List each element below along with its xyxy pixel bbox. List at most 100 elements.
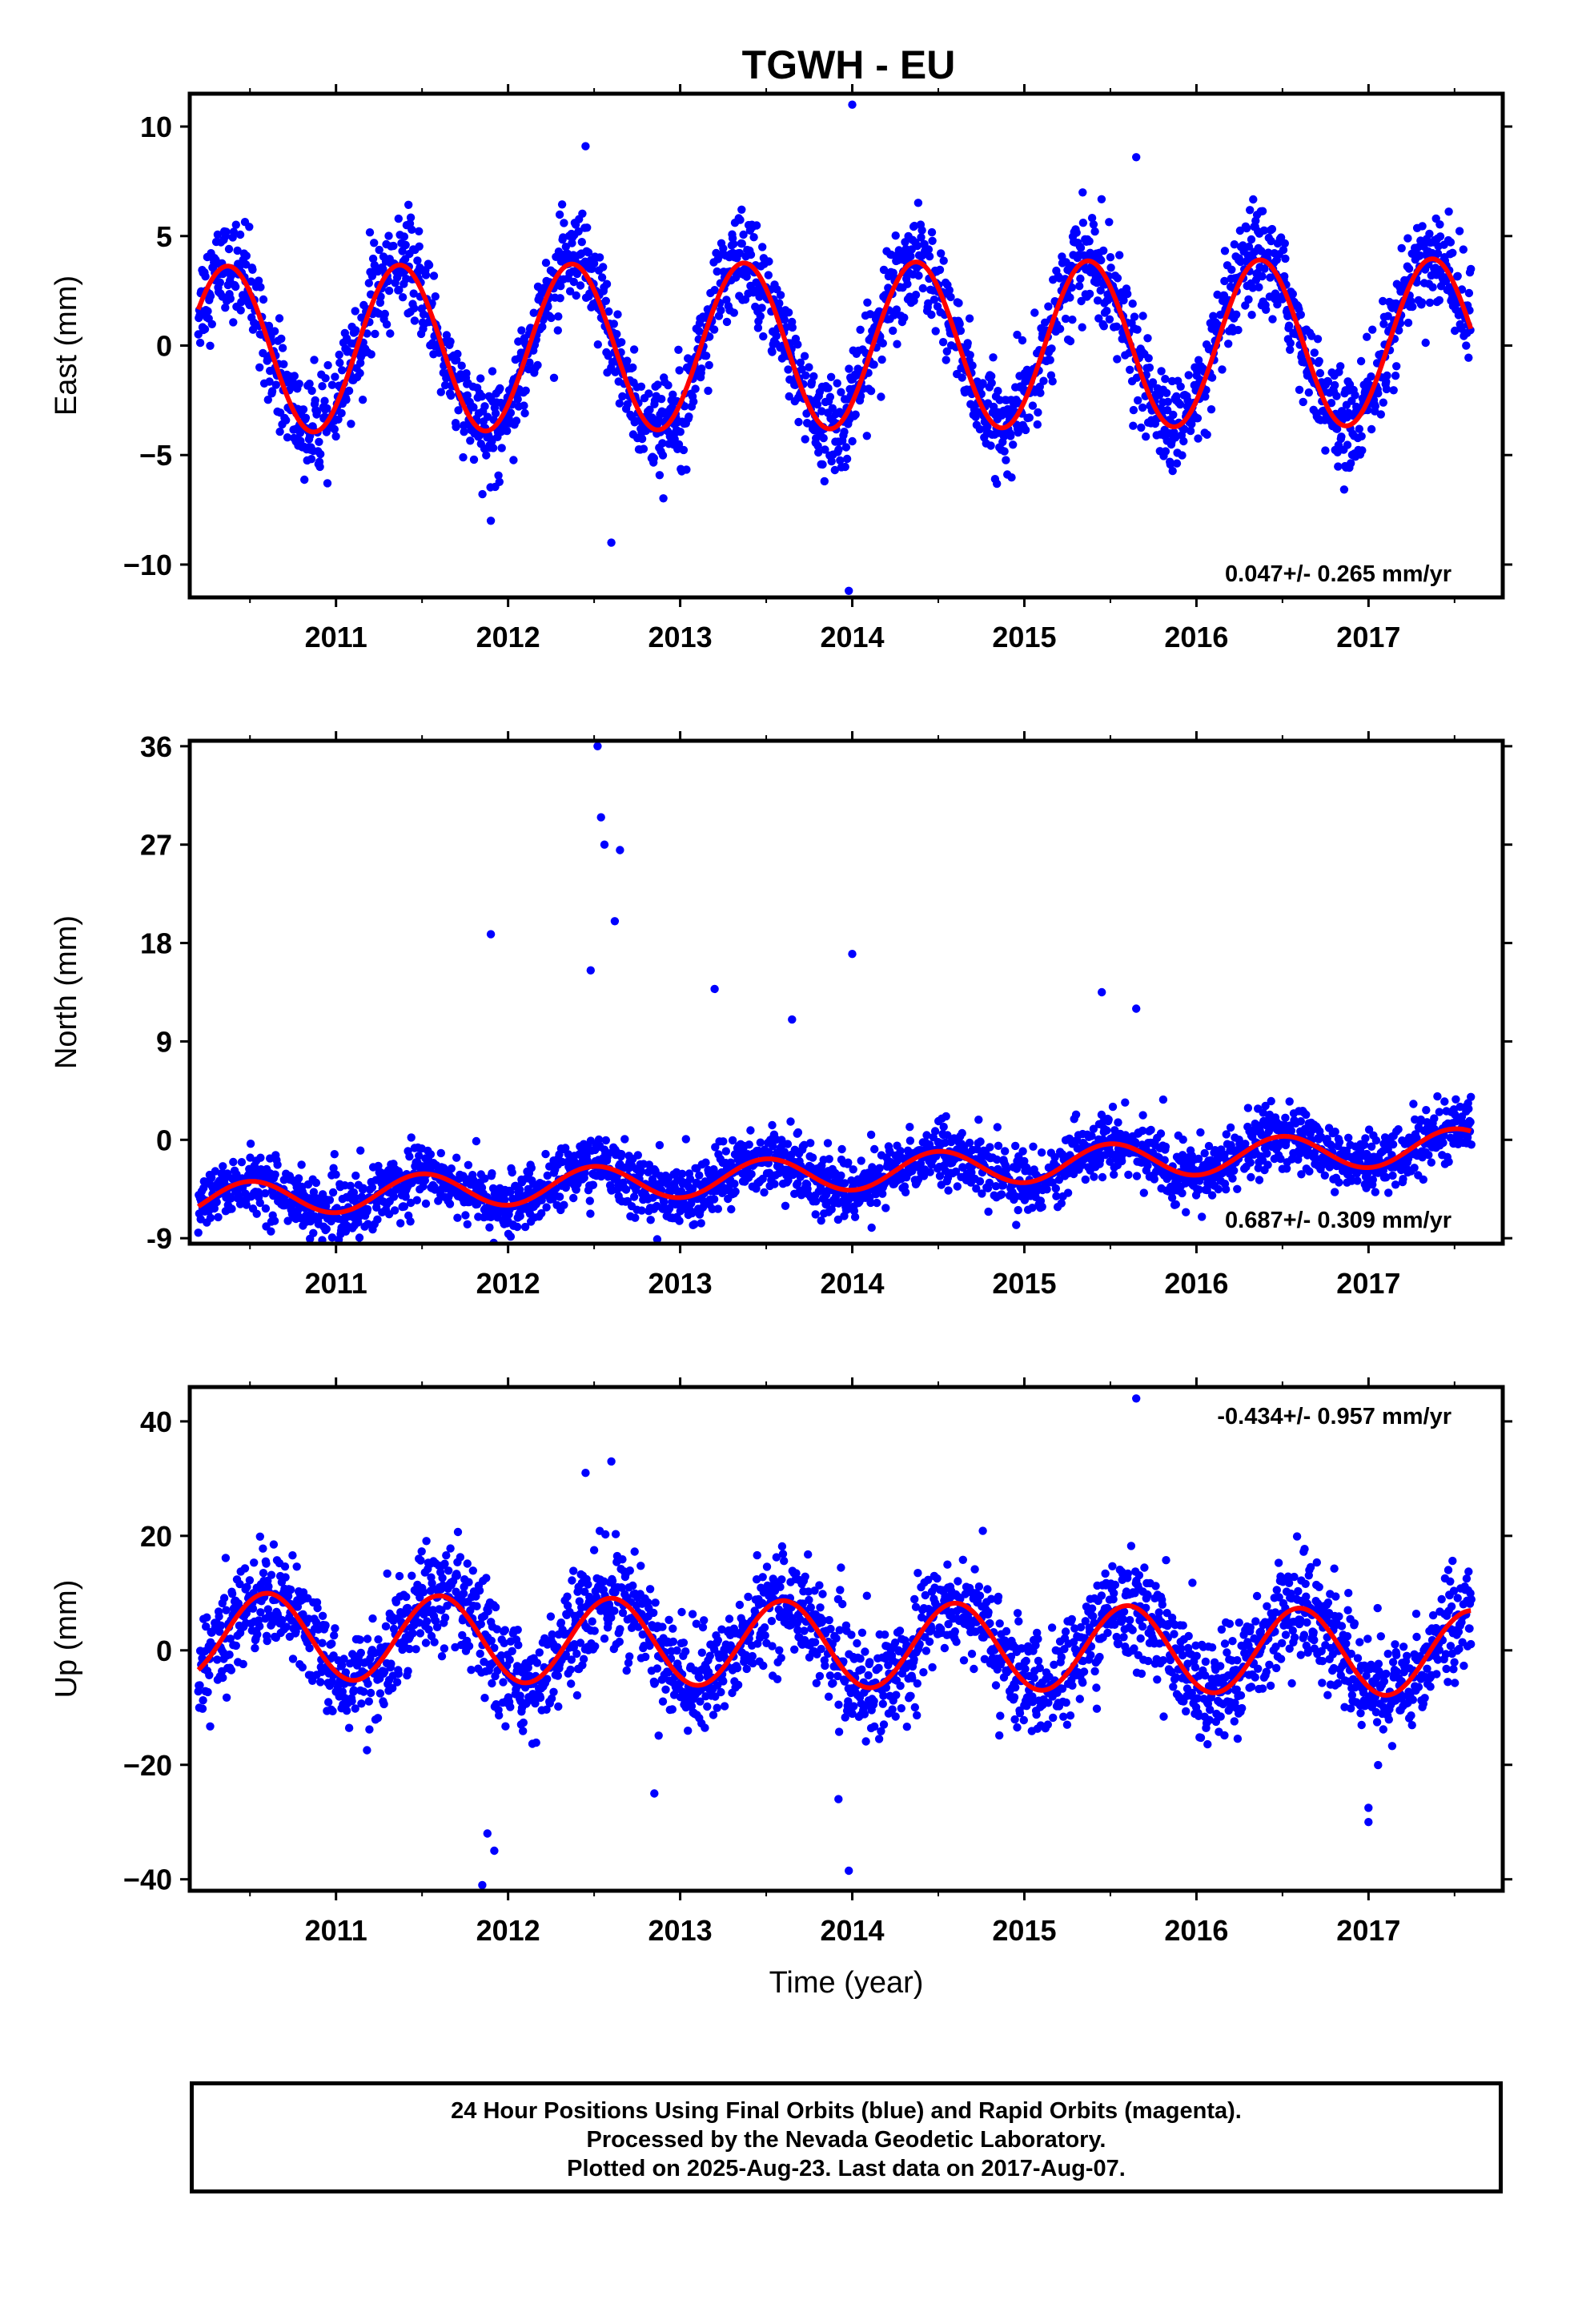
data-point (1130, 312, 1139, 321)
data-point (878, 339, 888, 348)
data-point (1362, 1184, 1371, 1192)
data-point (1161, 375, 1170, 384)
data-point (312, 408, 322, 416)
data-point (997, 1190, 1006, 1199)
data-point (797, 365, 806, 374)
data-point (1353, 1176, 1362, 1185)
data-point (1273, 300, 1282, 309)
data-point (821, 445, 829, 454)
data-point (331, 1170, 340, 1179)
data-point (965, 314, 974, 323)
data-point (826, 372, 836, 381)
data-point (1224, 340, 1233, 348)
data-point (533, 360, 542, 370)
data-point (993, 1123, 1002, 1132)
data-point (946, 292, 955, 302)
data-point (1078, 219, 1088, 227)
data-point (1267, 224, 1277, 234)
data-point (1058, 252, 1066, 261)
data-point (1046, 356, 1054, 364)
data-point (1097, 195, 1106, 203)
data-point (529, 308, 538, 317)
data-point (543, 1171, 552, 1180)
data-point (256, 283, 265, 292)
data-point (283, 433, 292, 442)
data-point-outlier (607, 538, 616, 547)
data-point (973, 1144, 982, 1154)
data-point (729, 308, 738, 317)
data-point (1258, 207, 1267, 215)
data-point (1178, 1135, 1187, 1144)
data-point (424, 260, 434, 270)
data-point (351, 1171, 360, 1180)
data-point (574, 227, 583, 236)
data-point (1467, 264, 1476, 274)
data-point (569, 277, 578, 287)
data-point (1410, 1164, 1419, 1172)
data-point (517, 326, 526, 335)
data-point (225, 1651, 234, 1659)
data-point (508, 1168, 516, 1177)
data-point (1220, 276, 1229, 286)
data-point (401, 240, 410, 250)
data-point (851, 410, 860, 419)
data-point-outlier (486, 517, 496, 525)
data-point (599, 263, 608, 271)
data-point (457, 361, 466, 370)
data-point (500, 1195, 509, 1204)
data-point (690, 1220, 699, 1228)
data-point (660, 1197, 669, 1207)
data-point (224, 244, 234, 254)
data-point (311, 1178, 321, 1188)
data-point (942, 1112, 950, 1121)
data-point (655, 471, 665, 480)
data-point (497, 444, 506, 452)
data-point (956, 326, 966, 336)
data-point (943, 1131, 952, 1140)
data-point (295, 380, 303, 388)
data-point (830, 465, 840, 475)
data-point (216, 1621, 226, 1630)
data-point (621, 1185, 631, 1194)
data-point (705, 332, 714, 341)
data-point (1422, 1106, 1431, 1115)
data-point (384, 286, 394, 296)
data-point (1067, 283, 1077, 292)
data-point (421, 271, 431, 279)
data-point (1163, 397, 1173, 406)
data-point (746, 250, 756, 259)
data-point (560, 219, 568, 227)
data-point (1455, 227, 1464, 235)
data-point (987, 372, 996, 380)
data-point (968, 361, 977, 370)
data-point (604, 1149, 613, 1158)
data-point (212, 1197, 221, 1207)
data-point (958, 1163, 968, 1172)
data-point (376, 292, 385, 301)
data-point (583, 223, 592, 232)
data-point (1063, 1188, 1073, 1197)
fit-curve (195, 256, 1474, 435)
data-point (1382, 1173, 1391, 1182)
data-point (924, 299, 933, 308)
data-point (623, 400, 632, 408)
data-point (697, 1219, 705, 1228)
data-point (878, 1189, 887, 1198)
data-point (653, 380, 662, 389)
x-tick-label: 2014 (820, 621, 884, 653)
data-point (746, 1126, 755, 1135)
data-point (1194, 434, 1203, 443)
data-point (294, 1174, 303, 1183)
data-point (721, 1147, 730, 1156)
data-point (905, 1136, 915, 1145)
data-point (206, 1213, 215, 1223)
data-point (1178, 1188, 1186, 1198)
data-point (368, 254, 378, 263)
data-point (1344, 1133, 1353, 1143)
data-point (679, 445, 689, 455)
data-point (1391, 1180, 1400, 1189)
data-point (1020, 1156, 1029, 1166)
data-point (1244, 242, 1254, 251)
data-point (1047, 344, 1056, 353)
data-point (1119, 296, 1128, 305)
